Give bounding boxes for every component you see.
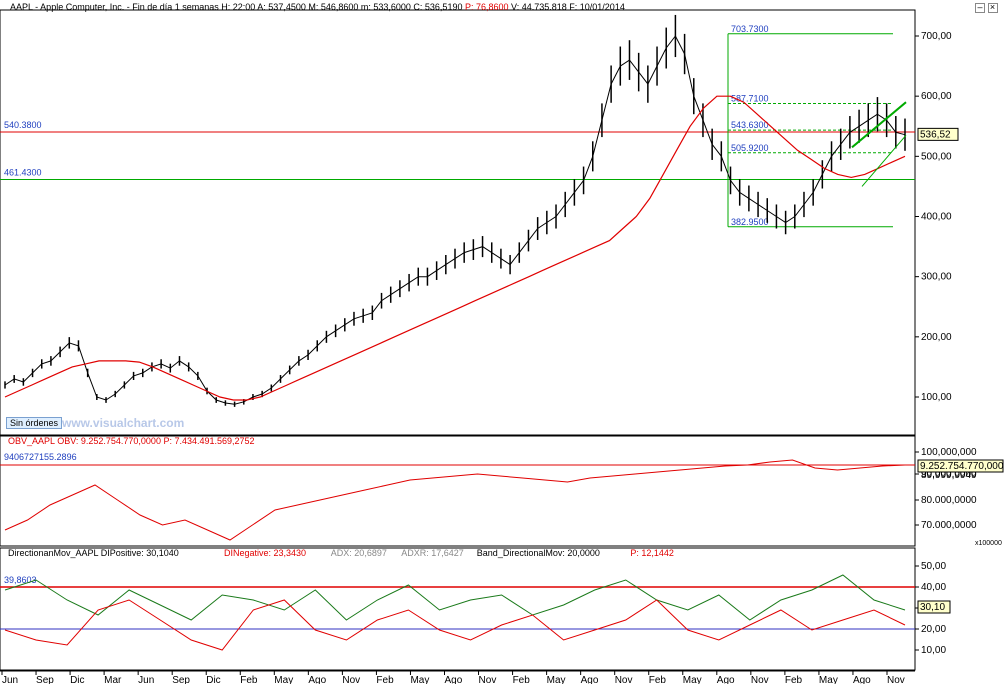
x-tick-label: Jun [138,675,154,684]
x-tick-label: Feb [376,675,394,684]
page-header: AAPL - Apple Computer, Inc. - Fin de día… [10,2,625,12]
ma-line [4,95,906,401]
level-label: 587.7100 [731,94,769,104]
header-v: V: 44.735.818 [511,2,567,12]
y-tick-label: 500,00 [921,151,952,162]
y-tick-label: 600,00 [921,91,952,102]
hline-label: 461.4300 [4,168,42,178]
dmi-title-part: ADXR: 17,6427 [401,548,464,558]
obv-tick-label: 70.000,0000 [921,520,977,531]
obv-tick-label: 89,999,9949 [921,470,977,481]
x-tick-label: May [819,675,838,684]
x-tick-label: Feb [513,675,531,684]
price-line [4,35,906,405]
y-tick-label: 400,00 [921,212,952,223]
dmi-tick-label: 40,00 [921,582,946,593]
obv-last-box [917,459,1004,473]
obv-tick-label: 100,000,000 [921,447,977,458]
dmi-panel-frame [0,547,916,671]
minimize-icon[interactable]: – [975,3,985,13]
di-negative-line [4,599,906,651]
hline-label: 540.3800 [4,120,42,130]
x-tick-label: May [683,675,702,684]
header-p: P: 76,8600 [464,2,509,12]
main-panel-frame [0,9,916,436]
dmi-title-part: DINegative: 23,3430 [224,548,306,558]
obv-line [4,459,906,541]
x-tick-label: Nov [887,675,905,684]
y-tick-label: 700,00 [921,31,952,42]
dmi-last-label: 30,10 [920,602,945,613]
header-text: AAPL - Apple Computer, Inc. - Fin de día… [10,2,463,12]
x-tick-label: Sep [36,675,54,684]
dmi-title-part: ADX: 20,6897 [331,548,387,558]
trendline-upper [851,101,907,149]
trendline-lower [861,134,907,187]
window-controls[interactable]: – × [975,2,998,13]
x-tick-label: Ago [445,675,463,684]
orders-button[interactable]: Sin órdenes [6,417,63,429]
x-tick-label: Nov [615,675,633,684]
dmi-hline-label: 39,8603 [4,575,37,585]
level-label: 382.9500 [731,217,769,227]
last-price-label: 536,52 [920,129,951,140]
y-tick-label: 300,00 [921,272,952,283]
dmi-tick-label: 50,00 [921,561,946,572]
obv-title: OBV_AAPL OBV: 9.252.754.770,0000 P: 7.43… [8,436,255,446]
y-tick-label: 100,00 [921,392,952,403]
level-label: 505.9200 [731,143,769,153]
x-tick-label: Dic [70,675,84,684]
watermark: www.visualchart.com [62,416,185,430]
di-positive-line [4,574,906,621]
x-tick-label: Sep [172,675,190,684]
x-tick-label: Feb [649,675,667,684]
x-tick-label: Jun [2,675,18,684]
x-tick-label: Nov [479,675,497,684]
x-tick-label: May [274,675,293,684]
x-tick-label: Nov [342,675,360,684]
x-tick-label: Ago [581,675,599,684]
x-tick-label: May [547,675,566,684]
level-label: 703.7300 [731,24,769,34]
dmi-title-part: P: 12,1442 [630,548,674,558]
obv-panel-frame [0,435,916,547]
y-tick-label: 200,00 [921,332,952,343]
x-tick-label: Nov [751,675,769,684]
dmi-last-box [917,600,951,614]
close-icon[interactable]: × [987,3,998,13]
x-tick-label: Ago [853,675,871,684]
last-price-box [917,127,959,141]
x-tick-label: Mar [104,675,122,684]
obv-tick-label: 90.000,0000 [921,469,977,480]
x-tick-label: Ago [308,675,326,684]
x-tick-label: Feb [785,675,803,684]
x-tick-label: May [410,675,429,684]
x-tick-label: Dic [206,675,220,684]
obv-scale-note: x100000 [975,540,1002,547]
header-date: F: 10/01/2014 [569,2,625,12]
x-tick-label: Feb [240,675,258,684]
dmi-tick-label: 20,00 [921,624,946,635]
level-label: 543.6300 [731,120,769,130]
dmi-title-part: DirectionanMov_AAPL DIPositive: 30,1040 [8,548,179,558]
dmi-tick-label: 10,00 [921,645,946,656]
obv-tick-label: 80.000,0000 [921,495,977,506]
x-tick-label: Ago [717,675,735,684]
obv-hline-label: 9406727155.2896 [4,452,77,462]
obv-last-label: 9.252.754.770,000 [920,461,1004,472]
dmi-title-part: Band_DirectionalMov: 20,0000 [477,548,600,558]
